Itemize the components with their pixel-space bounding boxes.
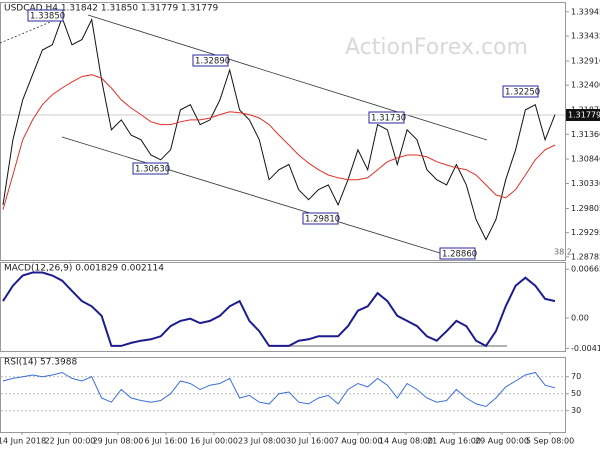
x-tick-label: 23 Jul 08:00 xyxy=(238,437,286,446)
annotation-box xyxy=(27,9,64,22)
y-tick-label: 0.00 xyxy=(571,314,589,323)
rsi-frame xyxy=(0,357,566,433)
annotation: 38.2 xyxy=(554,248,572,257)
x-tick-label: 29 Aug 00:00 xyxy=(475,437,529,446)
annotation: 1.28860 xyxy=(442,250,477,260)
y-tick-label: 1.30846 xyxy=(571,155,600,164)
macd-frame xyxy=(0,262,566,352)
annotation-box xyxy=(302,212,339,225)
y-tick-label: -0.004145 xyxy=(571,344,600,353)
annotation: 1.32250 xyxy=(505,88,540,98)
annotation: 1.33850 xyxy=(30,12,65,22)
channel-upper xyxy=(87,14,488,141)
y-tick-label: 1.29805 xyxy=(571,204,600,213)
y-tick-label: 1.28785 xyxy=(571,252,600,261)
y-tick-label: 1.33945 xyxy=(571,7,600,16)
annotation-box xyxy=(132,162,169,175)
series-line xyxy=(2,74,556,210)
x-tick-label: 7 Aug 00:00 xyxy=(334,437,383,446)
annotation: 1.29810 xyxy=(305,215,340,225)
rsi-title: RSI(14) 57.3988 xyxy=(4,358,77,368)
x-tick-label: 21 Aug 16:00 xyxy=(427,437,481,446)
price-box xyxy=(566,109,600,121)
y-tick-label: 1.33435 xyxy=(571,32,600,41)
x-tick-label: 30 Jul 16:00 xyxy=(286,437,334,446)
series-line xyxy=(2,16,556,241)
x-tick-label: 14 Jun 2018 xyxy=(0,437,46,446)
x-tick-label: 22 Jun 00:00 xyxy=(45,437,96,446)
y-tick-label: 1.30330 xyxy=(571,179,600,188)
y-tick-label: 1.32400 xyxy=(571,81,600,90)
y-tick-label: 30 xyxy=(571,406,581,415)
y-tick-label: 0.006651 xyxy=(571,265,600,274)
macd-title: MACD(12,26,9) 0.001829 0.002114 xyxy=(4,264,164,274)
trend-dotted xyxy=(0,17,61,44)
price-frame xyxy=(0,2,566,261)
channel-lower xyxy=(61,136,441,254)
watermark: ActionForex.com xyxy=(345,35,528,60)
annotation: 1.30630 xyxy=(135,165,170,175)
annotation-box xyxy=(192,54,229,67)
series-line xyxy=(2,371,556,408)
annotation: 1.31730 xyxy=(371,114,406,124)
annotation: 1.32890 xyxy=(195,57,230,67)
y-tick-label: 50 xyxy=(571,389,581,398)
x-tick-label: 6 Jul 16:00 xyxy=(145,437,188,446)
price-title: USDCAD,H4 1.31842 1.31850 1.31779 1.3177… xyxy=(4,4,219,14)
x-tick-label: 29 Jun 08:00 xyxy=(93,437,144,446)
series-line xyxy=(2,271,556,348)
y-tick-label: 70 xyxy=(571,372,581,381)
annotation-box xyxy=(502,85,539,98)
annotation-box xyxy=(439,247,476,260)
x-tick-label: 14 Aug 08:00 xyxy=(379,437,433,446)
y-tick-label: 1.29295 xyxy=(571,228,600,237)
x-tick-label: 5 Sep 08:00 xyxy=(526,437,574,446)
y-tick-label: 1.32910 xyxy=(571,56,600,65)
price-box-label: 1.31779 xyxy=(568,111,600,120)
y-tick-label: 1.31366 xyxy=(571,130,600,139)
x-tick-label: 16 Jul 00:00 xyxy=(190,437,238,446)
annotation-box xyxy=(368,111,405,124)
